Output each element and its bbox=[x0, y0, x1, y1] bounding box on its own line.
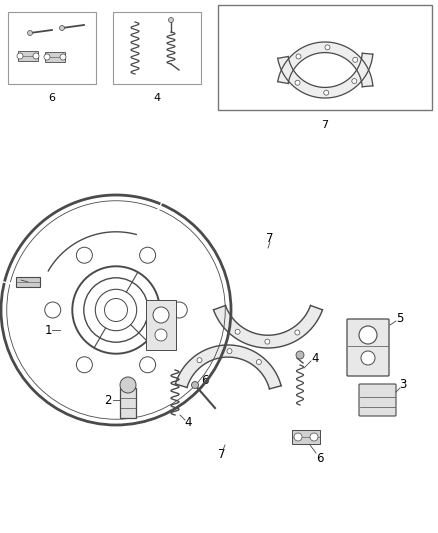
Circle shape bbox=[197, 358, 202, 363]
Circle shape bbox=[76, 247, 92, 263]
Circle shape bbox=[296, 351, 304, 359]
Circle shape bbox=[359, 326, 377, 344]
Circle shape bbox=[295, 80, 300, 85]
Text: 1: 1 bbox=[44, 324, 52, 336]
Circle shape bbox=[353, 57, 358, 62]
Text: 7: 7 bbox=[218, 448, 226, 462]
FancyBboxPatch shape bbox=[347, 319, 389, 376]
Wedge shape bbox=[0, 185, 163, 310]
Text: 5: 5 bbox=[396, 311, 404, 325]
Polygon shape bbox=[175, 345, 281, 389]
Text: 4: 4 bbox=[311, 351, 319, 365]
Bar bbox=[18, 51, 38, 61]
Text: 6: 6 bbox=[49, 93, 56, 103]
Bar bbox=[146, 300, 176, 350]
Text: 7: 7 bbox=[321, 120, 328, 130]
Circle shape bbox=[256, 360, 261, 365]
Circle shape bbox=[44, 54, 50, 60]
Circle shape bbox=[352, 78, 357, 84]
Circle shape bbox=[60, 54, 66, 60]
Circle shape bbox=[120, 377, 136, 393]
Polygon shape bbox=[278, 53, 373, 98]
Polygon shape bbox=[278, 42, 373, 87]
Circle shape bbox=[171, 302, 187, 318]
Circle shape bbox=[153, 307, 169, 323]
Bar bbox=[120, 388, 136, 418]
Text: 3: 3 bbox=[399, 378, 407, 392]
Circle shape bbox=[296, 54, 301, 59]
Text: 7: 7 bbox=[266, 231, 274, 245]
Circle shape bbox=[324, 90, 329, 95]
Circle shape bbox=[265, 339, 270, 344]
Circle shape bbox=[45, 302, 61, 318]
Bar bbox=[292, 430, 320, 444]
Circle shape bbox=[76, 357, 92, 373]
Circle shape bbox=[33, 53, 39, 59]
Circle shape bbox=[310, 433, 318, 441]
Circle shape bbox=[140, 357, 155, 373]
Circle shape bbox=[227, 349, 232, 353]
Circle shape bbox=[28, 30, 32, 36]
Circle shape bbox=[169, 18, 173, 22]
Bar bbox=[218, 5, 432, 110]
FancyBboxPatch shape bbox=[359, 384, 396, 416]
Bar bbox=[16, 277, 40, 287]
Circle shape bbox=[60, 26, 64, 30]
Circle shape bbox=[140, 247, 155, 263]
Text: 2: 2 bbox=[104, 393, 112, 407]
Circle shape bbox=[235, 329, 240, 334]
Text: 4: 4 bbox=[153, 93, 161, 103]
Text: 4: 4 bbox=[184, 416, 192, 430]
Circle shape bbox=[325, 45, 330, 50]
Bar bbox=[113, 12, 201, 84]
Text: 8: 8 bbox=[14, 273, 22, 287]
Circle shape bbox=[191, 382, 198, 389]
Circle shape bbox=[294, 433, 302, 441]
Circle shape bbox=[17, 53, 23, 59]
Circle shape bbox=[0, 190, 236, 430]
Circle shape bbox=[361, 351, 375, 365]
Polygon shape bbox=[213, 305, 322, 348]
Bar bbox=[8, 12, 96, 84]
Text: 6: 6 bbox=[201, 374, 209, 386]
Bar bbox=[45, 52, 65, 62]
Text: 6: 6 bbox=[316, 451, 324, 464]
Circle shape bbox=[155, 329, 167, 341]
Circle shape bbox=[295, 330, 300, 335]
